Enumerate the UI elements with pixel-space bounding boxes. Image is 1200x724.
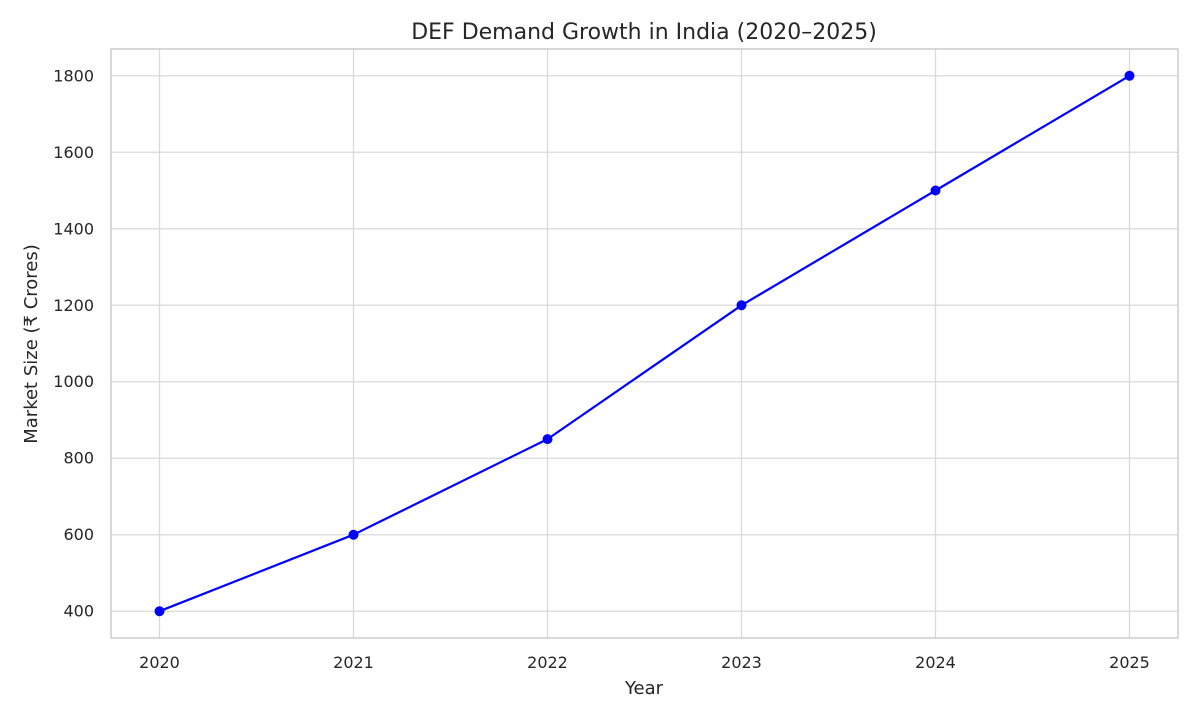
y-axis-label: Market Size (₹ Crores) (21, 244, 42, 444)
series-layer (154, 70, 1135, 617)
y-tick-label: 1600 (53, 143, 94, 162)
y-tick-label: 1400 (53, 219, 94, 238)
x-tick-label: 2024 (915, 653, 956, 672)
chart-title: DEF Demand Growth in India (2020–2025) (411, 20, 877, 45)
x-tick-label: 2022 (527, 653, 568, 672)
y-tick-label: 600 (63, 525, 94, 544)
x-tick-label: 2025 (1109, 653, 1150, 672)
x-axis-ticks: 2020 2021 2022 2023 2024 2025 (139, 653, 1150, 672)
data-point (1124, 70, 1135, 81)
data-point (348, 529, 359, 540)
data-point (542, 434, 553, 445)
data-point (930, 185, 941, 196)
y-tick-label: 400 (63, 602, 94, 621)
x-tick-label: 2020 (139, 653, 180, 672)
y-axis-ticks: 400 600 800 1000 1200 1400 1600 1800 (53, 66, 94, 620)
plot-frame (110, 48, 1179, 639)
y-tick-label: 1000 (53, 372, 94, 391)
x-tick-label: 2023 (721, 653, 762, 672)
y-tick-label: 800 (63, 449, 94, 468)
data-point (736, 300, 747, 311)
data-point (154, 606, 165, 617)
y-tick-label: 1200 (53, 296, 94, 315)
grid (111, 49, 1178, 638)
x-axis-label: Year (624, 678, 664, 699)
series-line (159, 74, 1131, 613)
y-tick-label: 1800 (53, 66, 94, 85)
x-tick-label: 2021 (333, 653, 374, 672)
